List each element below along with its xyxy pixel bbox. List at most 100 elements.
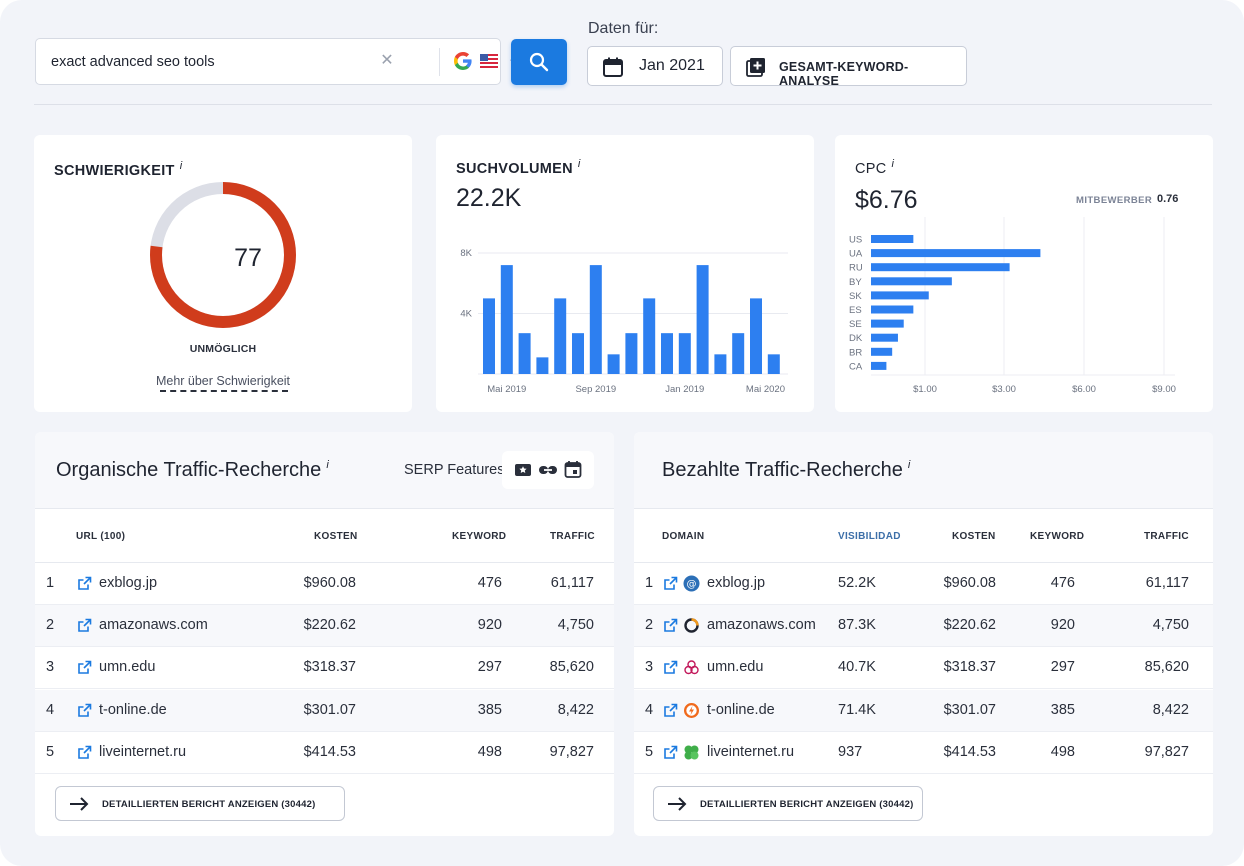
- difficulty-more-link[interactable]: Mehr über Schwierigkeit: [155, 374, 291, 388]
- cpc-bar[interactable]: [871, 305, 914, 314]
- external-link-icon[interactable]: [77, 745, 92, 760]
- table-row[interactable]: 1 @ exblog.jp 52.2K $960.08 476 61,117: [634, 563, 1213, 605]
- volume-bar[interactable]: [696, 265, 709, 374]
- table-row[interactable]: 3 umn.edu 40.7K $318.37 297 85,620: [634, 647, 1213, 690]
- external-link-icon[interactable]: [663, 745, 678, 760]
- volume-bar[interactable]: [643, 298, 656, 374]
- info-icon[interactable]: i: [891, 158, 895, 170]
- volume-bar[interactable]: [714, 354, 727, 374]
- external-link-icon[interactable]: [77, 703, 92, 718]
- domain-link[interactable]: exblog.jp: [707, 575, 766, 591]
- url-link[interactable]: t-online.de: [99, 701, 167, 718]
- cpc-bar[interactable]: [871, 263, 1010, 272]
- column-header-visibility[interactable]: VISIBILIDAD: [838, 531, 901, 542]
- table-row[interactable]: 4 t-online.de $301.07 385 8,422: [35, 689, 614, 732]
- star-review-icon[interactable]: [514, 461, 532, 479]
- table-row[interactable]: 5 liveinternet.ru $414.53 498 97,827: [35, 732, 614, 774]
- google-icon[interactable]: [454, 52, 472, 70]
- svg-text:@: @: [687, 579, 697, 590]
- info-icon[interactable]: i: [577, 158, 581, 170]
- info-icon[interactable]: i: [907, 459, 911, 472]
- visibility-value: 52.2K: [838, 575, 876, 591]
- url-link[interactable]: umn.edu: [99, 659, 156, 676]
- paid-report-button[interactable]: DETAILLIERTEN BERICHT ANZEIGEN (30442): [653, 786, 923, 821]
- volume-bar[interactable]: [554, 298, 567, 374]
- domain-link[interactable]: liveinternet.ru: [707, 743, 795, 760]
- volume-bar[interactable]: [572, 333, 584, 374]
- search-separator: [439, 48, 440, 76]
- external-link-icon[interactable]: [663, 703, 678, 718]
- cpc-bar[interactable]: [871, 291, 929, 300]
- us-flag-icon[interactable]: [480, 53, 498, 69]
- link-icon[interactable]: [538, 461, 558, 479]
- search-button[interactable]: [511, 39, 567, 85]
- table-row[interactable]: 4 t-online.de 71.4K $301.07 385 8,422: [634, 689, 1213, 732]
- external-link-icon[interactable]: [77, 660, 92, 675]
- info-icon[interactable]: i: [179, 160, 183, 172]
- external-link-icon[interactable]: [663, 576, 678, 591]
- organic-report-label: DETAILLIERTEN BERICHT ANZEIGEN (30442): [102, 799, 316, 810]
- search-volume-chart: 8K 4K Mai 2019 Sep 2019 Jan 2019 Mai 2020: [460, 248, 788, 395]
- table-row[interactable]: 2 amazonaws.com $220.62 920 4,750: [35, 605, 614, 648]
- cpc-bar[interactable]: [871, 347, 893, 356]
- table-row[interactable]: 3 umn.edu $318.37 297 85,620: [35, 647, 614, 690]
- column-header-cost[interactable]: KOSTEN: [952, 531, 996, 542]
- volume-bar[interactable]: [589, 265, 602, 374]
- column-header-keyword[interactable]: KEYWORD: [452, 531, 507, 542]
- cpc-bar[interactable]: [871, 319, 904, 328]
- organic-panel-header: Organische Traffic-Recherche i SERP Featu…: [35, 432, 614, 509]
- visibility-value: 71.4K: [838, 701, 876, 718]
- volume-bar[interactable]: [661, 333, 673, 374]
- y-tick-label: 4K: [460, 309, 472, 320]
- paid-panel-header: Bezahlte Traffic-Recherche i: [634, 432, 1213, 509]
- organic-report-button[interactable]: DETAILLIERTEN BERICHT ANZEIGEN (30442): [55, 786, 345, 821]
- difficulty-gauge: [150, 182, 296, 328]
- domain-link[interactable]: amazonaws.com: [707, 617, 816, 634]
- volume-bar[interactable]: [625, 333, 638, 374]
- volume-bar[interactable]: [732, 333, 745, 374]
- column-header-traffic[interactable]: TRAFFIC: [1144, 531, 1189, 542]
- volume-bar[interactable]: [518, 333, 531, 374]
- column-header-cost[interactable]: KOSTEN: [314, 531, 358, 542]
- column-header-url[interactable]: URL (100): [76, 531, 126, 542]
- cpc-bar[interactable]: [871, 249, 1041, 258]
- cost-value: $301.07: [943, 701, 996, 718]
- external-link-icon[interactable]: [663, 660, 678, 675]
- url-link[interactable]: amazonaws.com: [99, 617, 208, 634]
- volume-bar[interactable]: [500, 265, 513, 374]
- domain-link[interactable]: t-online.de: [707, 701, 775, 718]
- volume-bar[interactable]: [767, 354, 780, 374]
- traffic-value: 61,117: [1145, 575, 1189, 591]
- volume-bar[interactable]: [536, 357, 549, 374]
- info-icon[interactable]: i: [326, 459, 329, 472]
- url-link[interactable]: liveinternet.ru: [99, 743, 187, 760]
- cpc-bar[interactable]: [871, 277, 952, 286]
- keyword-value: 476: [477, 575, 502, 591]
- external-link-icon[interactable]: [77, 618, 92, 633]
- url-link[interactable]: exblog.jp: [99, 575, 158, 591]
- table-row[interactable]: 2 amazonaws.com 87.3K $220.62 920 4,750: [634, 605, 1213, 648]
- cpc-bar[interactable]: [871, 235, 914, 243]
- column-header-traffic[interactable]: TRAFFIC: [550, 531, 595, 542]
- column-header-keyword[interactable]: KEYWORD: [1030, 531, 1085, 542]
- table-row[interactable]: 5 liveinternet.ru 937 $414.53 498 97,827: [634, 732, 1213, 774]
- cpc-bar[interactable]: [871, 333, 898, 342]
- x-tick-label: Mai 2020: [746, 384, 785, 395]
- date-value: Jan 2021: [639, 57, 705, 74]
- keyword-search-input[interactable]: [36, 39, 386, 84]
- volume-bar[interactable]: [607, 354, 620, 374]
- table-row[interactable]: 1 exblog.jp $960.08 476 61,117: [35, 563, 614, 605]
- calendar-event-icon[interactable]: [564, 460, 582, 478]
- volume-bar[interactable]: [483, 298, 495, 374]
- cost-value: $318.37: [303, 659, 356, 676]
- volume-bar[interactable]: [678, 333, 691, 374]
- column-header-domain[interactable]: DOMAIN: [662, 531, 705, 542]
- date-picker-button[interactable]: Jan 2021: [587, 46, 723, 86]
- domain-link[interactable]: umn.edu: [707, 659, 764, 676]
- cpc-bar[interactable]: [871, 361, 887, 370]
- volume-bar[interactable]: [750, 298, 762, 374]
- external-link-icon[interactable]: [663, 618, 678, 633]
- external-link-icon[interactable]: [77, 576, 92, 591]
- close-icon[interactable]: ✕: [380, 52, 394, 69]
- keyword-analysis-button[interactable]: GESAMT-KEYWORD-ANALYSE: [730, 46, 967, 88]
